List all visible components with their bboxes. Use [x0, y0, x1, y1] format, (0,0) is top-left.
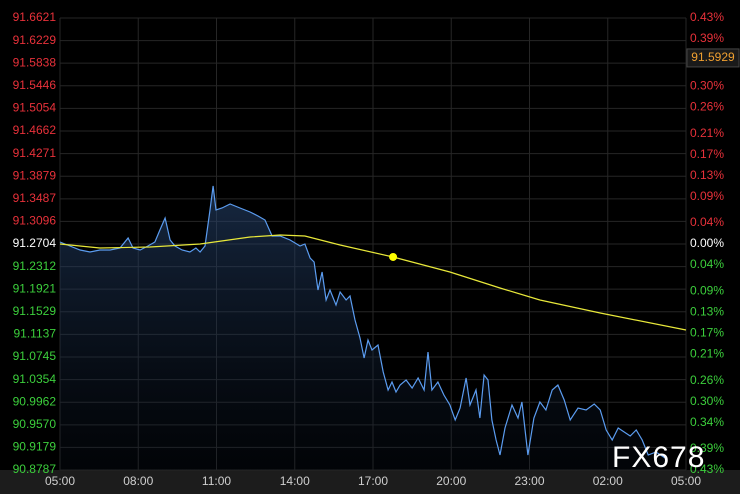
- x-tick-label: 23:00: [514, 474, 544, 488]
- x-tick-label: 05:00: [45, 474, 75, 488]
- y2-tick-label: 0.21%: [690, 347, 724, 361]
- y2-tick-label: 0.13%: [690, 304, 724, 318]
- y2-tick-label: 0.09%: [690, 283, 724, 297]
- x-tick-label: 05:00: [671, 474, 701, 488]
- y-tick-label: 91.5838: [13, 55, 57, 69]
- x-tick-label: 20:00: [436, 474, 466, 488]
- y2-tick-label: 0.04%: [690, 215, 724, 229]
- y2-tick-label: 0.13%: [690, 168, 724, 182]
- x-axis-band: [0, 470, 740, 494]
- y-tick-label: 91.0745: [13, 349, 57, 363]
- x-tick-label: 17:00: [358, 474, 388, 488]
- y-tick-label: 91.5054: [13, 101, 57, 115]
- average-line: [59, 234, 687, 331]
- average-marker: [389, 252, 398, 261]
- y-tick-label: 91.6229: [13, 33, 57, 47]
- y-tick-label: 91.3879: [13, 168, 57, 182]
- current-price-label: 91.5929: [691, 50, 735, 64]
- y2-tick-label: 0.21%: [690, 126, 724, 140]
- y-tick-label: 91.4271: [13, 146, 57, 160]
- current-price-box: [686, 48, 740, 68]
- y2-tick-label: 0.30%: [690, 394, 724, 408]
- watermark: FX678: [612, 441, 705, 474]
- y2-tick-label: 0.39%: [690, 441, 724, 455]
- plot: [59, 185, 687, 470]
- y2-tick-label: 0.26%: [690, 373, 724, 387]
- y-tick-label: 91.6621: [13, 10, 57, 24]
- y2-tick-label: 0.04%: [690, 257, 724, 271]
- y-tick-label: 90.9570: [13, 417, 57, 431]
- x-tick-label: 11:00: [202, 474, 231, 488]
- y-tick-label: 91.1137: [14, 327, 57, 341]
- y-tick-label: 91.1529: [13, 304, 57, 318]
- y2-tick-label: 0.17%: [690, 326, 724, 340]
- price-line: [59, 185, 666, 459]
- y-tick-label: 91.2704: [13, 236, 57, 250]
- y-tick-label: 90.9962: [13, 394, 57, 408]
- y2-tick-label: 0.26%: [690, 100, 724, 114]
- y2-tick-label: 0.00%: [690, 236, 724, 250]
- price-area: [60, 186, 666, 470]
- y-tick-label: 90.9179: [13, 440, 57, 454]
- y-tick-label: 91.2312: [13, 259, 57, 273]
- x-tick-label: 08:00: [123, 474, 153, 488]
- y2-tick-label: 0.09%: [690, 189, 724, 203]
- y-tick-label: 90.8787: [13, 462, 57, 476]
- y-tick-label: 91.1921: [13, 281, 57, 295]
- y2-tick-label: 0.17%: [690, 147, 724, 161]
- y-tick-label: 91.3487: [13, 191, 57, 205]
- labels: 91.6621 91.6229 91.5838 91.5446 91.5054 91.46…: [13, 10, 740, 488]
- y-tick-label: 91.4662: [13, 123, 57, 137]
- y2-tick-label: 0.39%: [690, 31, 724, 45]
- y-tick-label: 91.3096: [13, 214, 57, 228]
- y-tick-label: 91.0354: [13, 372, 57, 386]
- y2-tick-label: 0.30%: [690, 78, 724, 92]
- y2-tick-label: 0.43%: [690, 10, 724, 24]
- y2-tick-label: 0.43%: [690, 462, 724, 476]
- x-tick-label: 02:00: [593, 474, 623, 488]
- y-tick-label: 91.5446: [13, 78, 57, 92]
- x-tick-label: 14:00: [280, 474, 310, 488]
- y2-tick-label: 0.34%: [690, 415, 724, 429]
